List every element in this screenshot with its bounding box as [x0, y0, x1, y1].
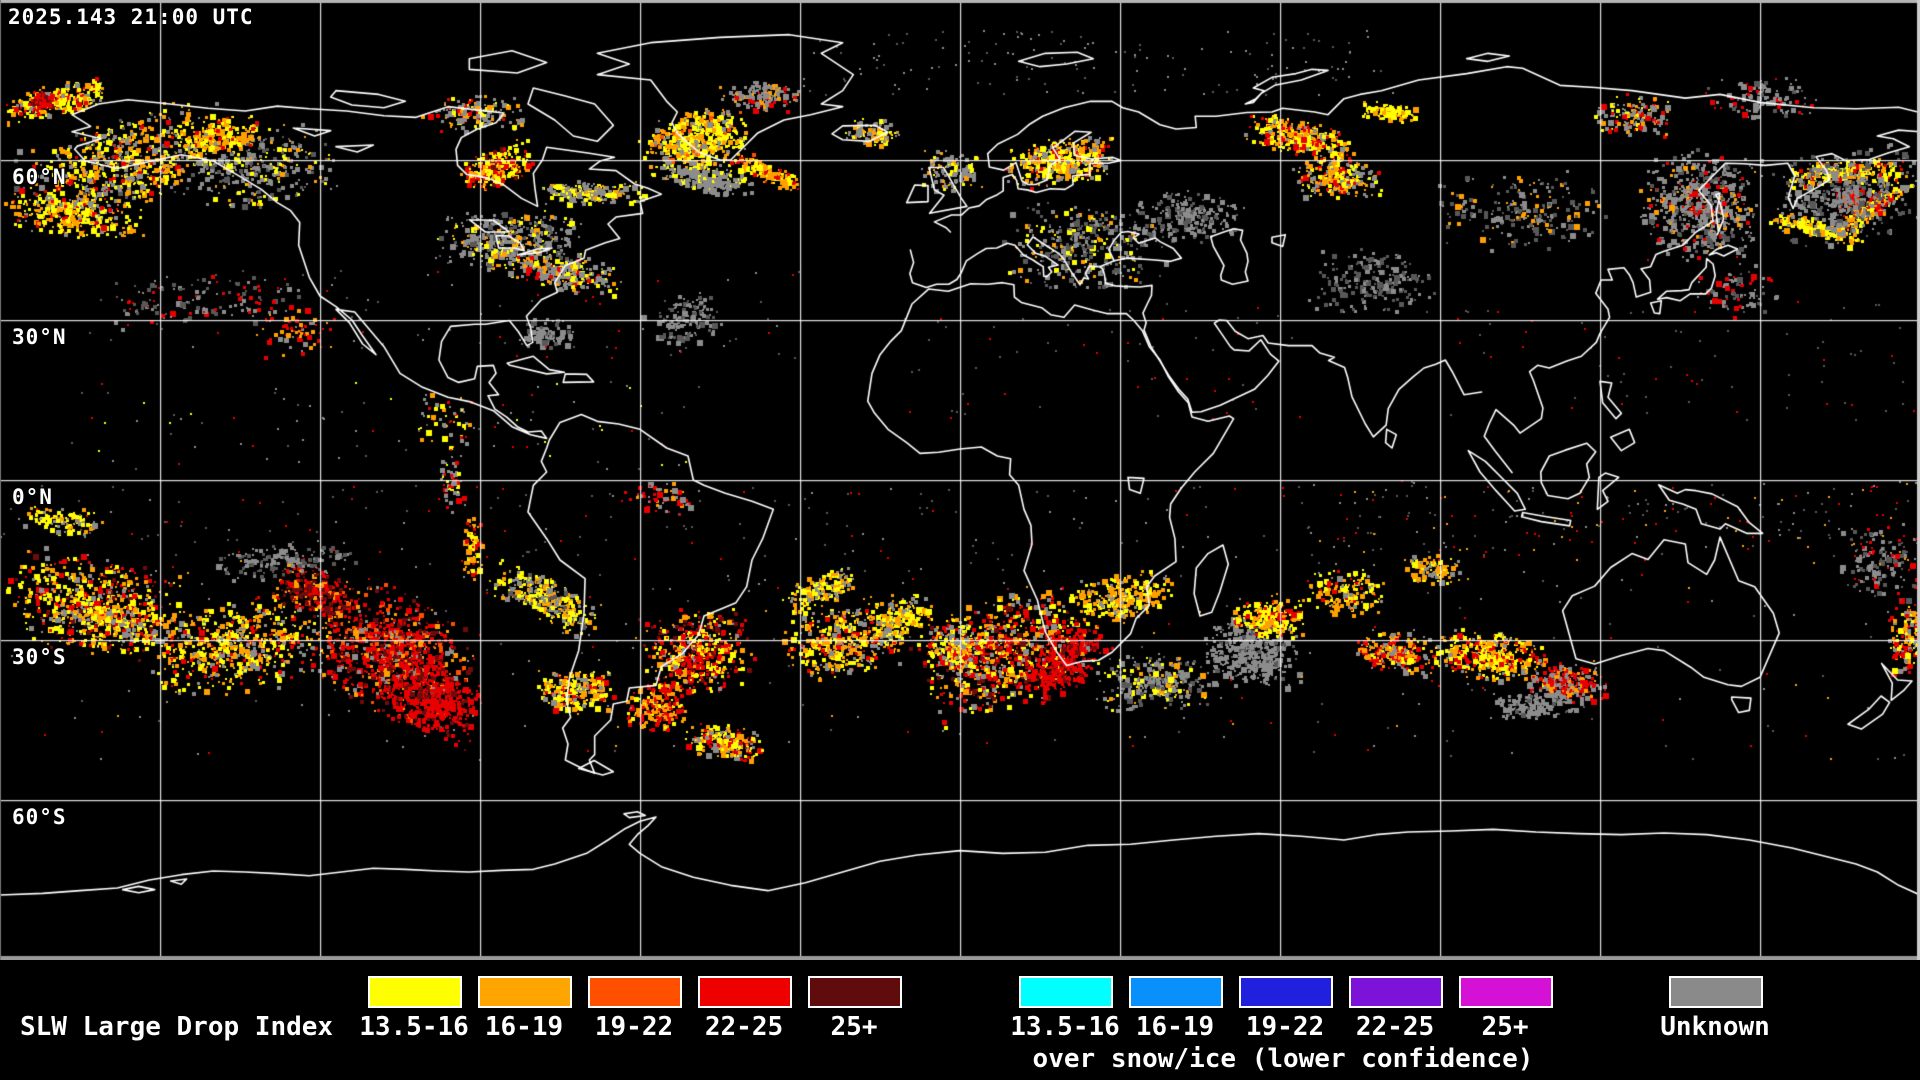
index-label-25+: 25+ [830, 1012, 878, 1042]
index-swatch-22-25 [698, 976, 792, 1008]
unknown-label: Unknown [1660, 1012, 1770, 1042]
index-swatch-16-19 [478, 976, 572, 1008]
snow-label-19-22: 19-22 [1245, 1012, 1325, 1042]
snow-label-16-19: 16-19 [1135, 1012, 1215, 1042]
lat-label-30S: 30°S [12, 645, 67, 669]
unknown-swatch [1669, 976, 1763, 1008]
snow-label-13.5-16: 13.5-16 [1010, 1012, 1120, 1042]
snow-swatch-19-22 [1239, 976, 1333, 1008]
lat-label-60S: 60°S [12, 805, 67, 829]
snow-swatch-25+ [1459, 976, 1553, 1008]
index-swatch-13.5-16 [368, 976, 462, 1008]
lat-label-30N: 30°N [12, 325, 67, 349]
lat-label-0N: 0°N [12, 485, 53, 509]
index-label-16-19: 16-19 [484, 1012, 564, 1042]
legend-bar: SLW Large Drop Index 13.5-16 16-19 19-22 22… [0, 960, 1920, 1080]
snow-swatch-16-19 [1129, 976, 1223, 1008]
timestamp-label: 2025.143 21:00 UTC [8, 5, 254, 29]
world-map-region: 2025.143 21:00 UTC 60°N 30°N 0°N 30°S 60°S [0, 0, 1920, 960]
index-label-19-22: 19-22 [594, 1012, 674, 1042]
snow-label-25+: 25+ [1481, 1012, 1529, 1042]
legend-title: SLW Large Drop Index [20, 1012, 334, 1042]
index-swatch-25+ [808, 976, 902, 1008]
snow-swatch-22-25 [1349, 976, 1443, 1008]
index-label-13.5-16: 13.5-16 [359, 1012, 469, 1042]
index-label-22-25: 22-25 [704, 1012, 784, 1042]
world-map-canvas [0, 0, 1920, 960]
snow-swatch-13.5-16 [1019, 976, 1113, 1008]
snow-label-22-25: 22-25 [1355, 1012, 1435, 1042]
legend-snow-caption: over snow/ice (lower confidence) [1032, 1044, 1534, 1074]
index-swatch-19-22 [588, 976, 682, 1008]
lat-label-60N: 60°N [12, 165, 67, 189]
